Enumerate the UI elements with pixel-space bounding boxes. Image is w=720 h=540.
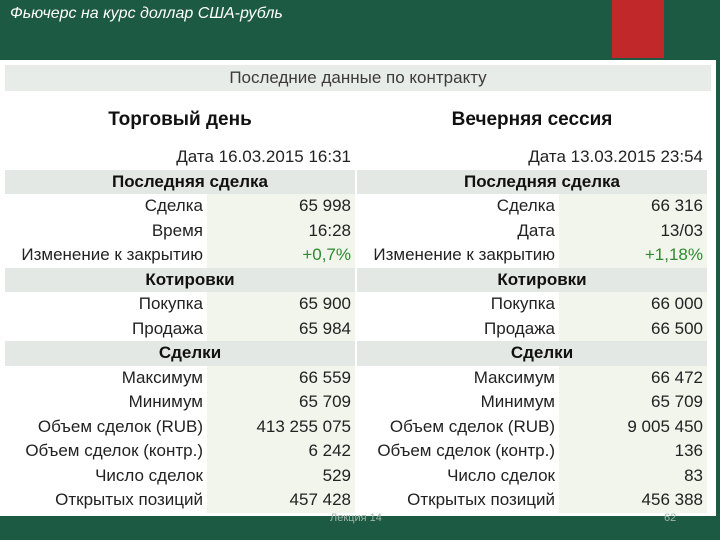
row-value: 66 000 <box>559 292 707 317</box>
row-label: Покупка <box>490 294 555 314</box>
row-label: Сделка <box>496 196 555 216</box>
table-row: Открытых позиций 457 428 <box>5 488 355 513</box>
row-value: 66 500 <box>559 316 707 341</box>
row-value: 65 709 <box>207 390 355 415</box>
row-label: Объем сделок (контр.) <box>377 441 555 461</box>
table-row: Объем сделок (контр.) 136 <box>357 439 707 464</box>
row-label: Объем сделок (контр.) <box>25 441 203 461</box>
section-heading-deals: Сделки <box>5 341 355 366</box>
row-label: Число сделок <box>95 465 203 485</box>
red-accent-block <box>612 0 664 58</box>
row-label: Число сделок <box>447 465 555 485</box>
table-row: Открытых позиций 456 388 <box>357 488 707 513</box>
section-heading-last-trade: Последняя сделка <box>5 169 355 194</box>
date-value: 16.03.2015 16:31 <box>218 147 351 167</box>
date-label: Дата 16.03.2015 16:31 <box>176 147 351 167</box>
row-label: Объем сделок (RUB) <box>389 416 555 436</box>
table-row: Продажа 66 500 <box>357 316 707 341</box>
panel-header: Последние данные по контракту <box>5 65 711 91</box>
table-row: Время 16:28 <box>5 218 355 243</box>
table-row: Продажа 65 984 <box>5 316 355 341</box>
row-value: 9 005 450 <box>559 414 707 439</box>
row-label: Время <box>151 220 203 240</box>
row-value: 65 709 <box>559 390 707 415</box>
row-label: Открытых позиций <box>55 490 203 510</box>
row-value: 6 242 <box>207 439 355 464</box>
row-label: Дата <box>517 220 555 240</box>
section-heading-quotes: Котировки <box>5 267 355 292</box>
table-row: Сделка 66 316 <box>357 194 707 219</box>
table-row: Изменение к закрытию +1,18% <box>357 243 707 268</box>
row-value: 457 428 <box>207 488 355 513</box>
row-label: Сделка <box>144 196 203 216</box>
table-row: Дата 13/03 <box>357 218 707 243</box>
table-row: Сделка 65 998 <box>5 194 355 219</box>
row-label: Покупка <box>138 294 203 314</box>
row-label: Изменение к закрытию <box>21 245 203 265</box>
row-value: 456 388 <box>559 488 707 513</box>
section-heading-last-trade: Последняя сделка <box>357 169 707 194</box>
table-row: Покупка 66 000 <box>357 292 707 317</box>
row-label: Минимум <box>480 392 555 412</box>
row-value: 136 <box>559 439 707 464</box>
row-value: 65 998 <box>207 194 355 219</box>
footer-lecture: Лекция 14 <box>330 512 382 524</box>
row-value: 413 255 075 <box>207 414 355 439</box>
row-value: 529 <box>207 463 355 488</box>
table-row: Изменение к закрытию +0,7% <box>5 243 355 268</box>
table-row: Число сделок 83 <box>357 463 707 488</box>
table-row: Минимум 65 709 <box>5 390 355 415</box>
row-label: Продажа <box>132 318 203 338</box>
section-heading-quotes: Котировки <box>357 267 707 292</box>
session-title: Торговый день <box>108 109 252 130</box>
table-row: Максимум 66 472 <box>357 365 707 390</box>
row-value: 66 316 <box>559 194 707 219</box>
table-row: Объем сделок (RUB) 9 005 450 <box>357 414 707 439</box>
row-label: Максимум <box>473 367 555 387</box>
date-label: Дата 13.03.2015 23:54 <box>528 147 703 167</box>
row-value: 16:28 <box>207 218 355 243</box>
row-value: 65 984 <box>207 316 355 341</box>
date-row: Дата 16.03.2015 16:31 <box>5 145 355 170</box>
row-value: 66 472 <box>559 365 707 390</box>
date-row: Дата 13.03.2015 23:54 <box>357 145 707 170</box>
contract-data-panel: Последние данные по контракту Торговый д… <box>0 60 716 516</box>
table-row: Покупка 65 900 <box>5 292 355 317</box>
row-label: Объем сделок (RUB) <box>37 416 203 436</box>
session-column-evening: Вечерняя сессия Дата 13.03.2015 23:54 По… <box>357 95 707 513</box>
row-label: Максимум <box>121 367 203 387</box>
table-row: Число сделок 529 <box>5 463 355 488</box>
table-row: Объем сделок (RUB) 413 255 075 <box>5 414 355 439</box>
change-value: +0,7% <box>207 243 355 268</box>
slide-title: Фьючерс на курс доллар США-рубль <box>10 5 283 22</box>
row-label: Открытых позиций <box>407 490 555 510</box>
slide-number: 62 <box>664 512 677 524</box>
section-heading-deals: Сделки <box>357 341 707 366</box>
row-label: Минимум <box>128 392 203 412</box>
table-row: Минимум 65 709 <box>357 390 707 415</box>
table-row: Объем сделок (контр.) 6 242 <box>5 439 355 464</box>
change-value: +1,18% <box>559 243 707 268</box>
row-label: Изменение к закрытию <box>373 245 555 265</box>
date-value: 13.03.2015 23:54 <box>570 147 703 167</box>
row-value: 66 559 <box>207 365 355 390</box>
row-value: 83 <box>559 463 707 488</box>
row-value: 13/03 <box>559 218 707 243</box>
table-row: Максимум 66 559 <box>5 365 355 390</box>
row-label: Продажа <box>484 318 555 338</box>
session-column-day: Торговый день Дата 16.03.2015 16:31 Посл… <box>5 95 355 513</box>
row-value: 65 900 <box>207 292 355 317</box>
session-title: Вечерняя сессия <box>451 109 613 130</box>
